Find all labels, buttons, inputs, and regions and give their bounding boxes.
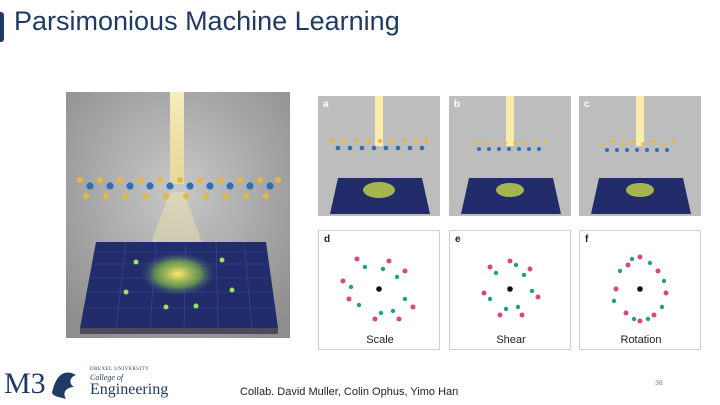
title-accent-bar (0, 12, 4, 42)
panel-label: e (455, 234, 461, 245)
panel-d: d Scale (318, 230, 440, 350)
panel-label: c (584, 99, 590, 110)
panel-f: f Rotation (579, 230, 701, 350)
slide-title: Parsimonious Machine Learning (14, 6, 400, 36)
college-label: College of (90, 373, 124, 382)
panel-label: a (323, 99, 329, 110)
panel-e: e Shear (449, 230, 571, 350)
panel-b: b (449, 96, 571, 216)
university-name: DREXEL UNIVERSITY (90, 367, 150, 372)
panel-label: b (454, 99, 461, 110)
collaboration-credit: Collab. David Muller, Colin Ophus, Yimo … (240, 386, 459, 398)
svg-text:M3: M3 (4, 367, 46, 400)
page-number: 38 (655, 380, 663, 387)
panel-b-illustration (449, 96, 571, 216)
panel-label: f (585, 234, 589, 245)
panel-label: d (324, 234, 331, 245)
panel-caption: Shear (496, 334, 526, 346)
panel-a-illustration (318, 96, 440, 216)
panel-c-illustration (579, 96, 701, 216)
rotation-spot-pattern (611, 254, 669, 324)
panel-caption: Rotation (620, 334, 662, 346)
panel-caption: Scale (366, 334, 394, 346)
panel-a: a (318, 96, 440, 216)
scale-spot-pattern (340, 256, 416, 322)
main-diffraction-illustration (66, 92, 290, 338)
m3-dragon-logo: M3 (4, 367, 76, 400)
engineering-label: Engineering (90, 381, 169, 398)
panel-c: c (579, 96, 701, 216)
shear-spot-pattern (481, 258, 541, 318)
